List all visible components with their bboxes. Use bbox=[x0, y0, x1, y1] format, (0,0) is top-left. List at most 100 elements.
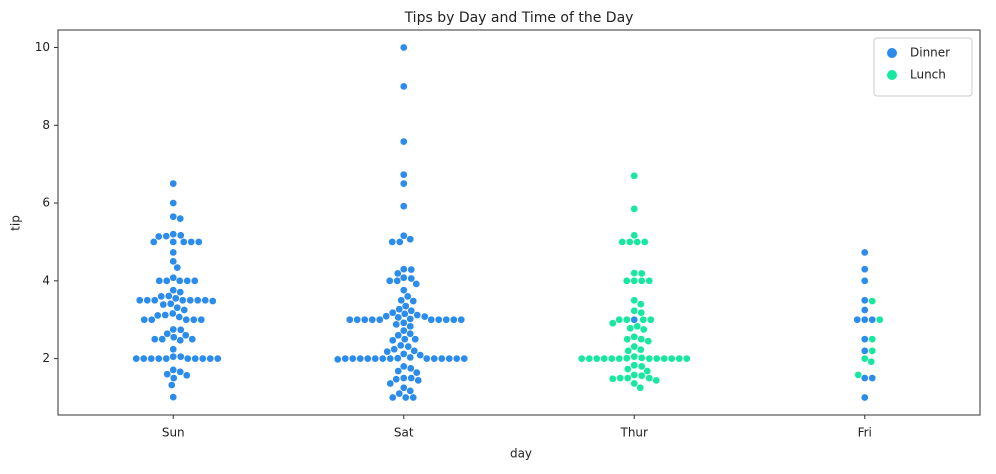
swarm-point bbox=[176, 336, 185, 345]
swarm-point bbox=[406, 235, 415, 244]
swarm-point bbox=[639, 315, 648, 324]
swarm-point bbox=[386, 379, 395, 388]
swarm-point bbox=[213, 354, 222, 363]
swarm-point bbox=[368, 315, 377, 324]
swarm-point bbox=[397, 296, 406, 305]
swarm-point bbox=[345, 315, 354, 324]
swarm-point bbox=[166, 299, 175, 308]
swarm-point bbox=[399, 326, 408, 335]
swarm-point bbox=[577, 354, 586, 363]
swarm-point bbox=[399, 286, 408, 295]
swarm-point bbox=[637, 308, 646, 317]
swarm-point bbox=[169, 257, 178, 266]
swarm-point bbox=[406, 364, 415, 373]
swarm-point bbox=[854, 371, 863, 379]
swarm-point bbox=[169, 366, 178, 374]
swarm-point bbox=[143, 296, 152, 305]
swarm-point bbox=[394, 313, 403, 322]
swarm-point bbox=[860, 265, 869, 274]
swarm-point bbox=[385, 276, 394, 285]
swarm-point bbox=[406, 329, 415, 338]
swarm-point bbox=[585, 354, 594, 363]
swarm-point bbox=[630, 269, 639, 277]
swarm-point bbox=[182, 315, 191, 324]
swarm-point bbox=[163, 329, 172, 338]
swarm-point bbox=[400, 335, 409, 344]
swarm-point bbox=[401, 302, 410, 310]
swarm-point bbox=[404, 342, 413, 351]
swarm-point bbox=[630, 332, 639, 341]
swarm-point bbox=[399, 318, 408, 327]
swarm-point bbox=[615, 354, 624, 363]
swarm-point bbox=[406, 322, 415, 331]
plot-frame bbox=[57, 29, 981, 416]
swarm-point bbox=[667, 354, 676, 363]
swarm-point bbox=[412, 280, 421, 288]
swarm-point bbox=[449, 315, 458, 324]
swarm-point bbox=[633, 238, 642, 246]
swarm-point bbox=[167, 381, 176, 389]
swarm-point bbox=[208, 297, 217, 305]
swarm-point bbox=[407, 374, 416, 382]
swarm-point bbox=[396, 341, 405, 350]
swarm-point bbox=[645, 374, 654, 382]
swarm-point bbox=[206, 354, 215, 363]
swarm-point bbox=[162, 354, 171, 363]
swarm-point bbox=[403, 292, 412, 301]
swarm-point bbox=[867, 357, 876, 366]
swarm-point bbox=[399, 137, 408, 146]
swarm-point bbox=[608, 374, 617, 383]
y-tick-label: 4 bbox=[42, 273, 50, 287]
swarm-point bbox=[154, 232, 163, 241]
swarm-point bbox=[140, 315, 149, 324]
swarm-point bbox=[163, 370, 172, 379]
swarm-point bbox=[410, 346, 419, 355]
swarm-point bbox=[388, 336, 397, 345]
swarm-point bbox=[645, 354, 654, 363]
swarm-point bbox=[622, 315, 631, 324]
swarm-point bbox=[176, 325, 185, 334]
swarm-point bbox=[169, 393, 178, 401]
x-tick-label: Sun bbox=[162, 426, 185, 440]
swarm-point bbox=[395, 305, 404, 314]
swarm-point bbox=[162, 232, 171, 240]
swarm-point bbox=[360, 315, 369, 324]
swarm-point bbox=[392, 320, 401, 329]
legend-label: Dinner bbox=[910, 46, 950, 60]
swarm-point bbox=[860, 335, 869, 344]
swarm-point bbox=[394, 367, 403, 375]
swarm-point bbox=[169, 248, 178, 257]
swarm-point bbox=[401, 393, 410, 402]
swarm-point bbox=[150, 335, 159, 344]
swarm-point bbox=[411, 335, 420, 344]
swarm-point bbox=[860, 248, 869, 257]
swarm-point bbox=[630, 276, 639, 285]
swarm-point bbox=[198, 354, 207, 363]
swarm-point bbox=[333, 355, 342, 364]
swarm-point bbox=[406, 353, 415, 362]
y-axis-label: tip bbox=[9, 215, 23, 231]
swarm-point bbox=[637, 362, 646, 371]
swarm-point bbox=[399, 265, 408, 274]
swarm-point bbox=[630, 231, 639, 240]
swarm-point bbox=[388, 238, 397, 246]
swarm-point bbox=[139, 354, 148, 363]
swarm-point bbox=[868, 315, 877, 324]
swarm-point bbox=[399, 82, 408, 91]
swarm-point bbox=[413, 311, 422, 319]
swarm-point bbox=[169, 179, 178, 188]
swarm-point bbox=[399, 202, 408, 211]
y-tick-label: 10 bbox=[35, 40, 50, 54]
swarm-point bbox=[193, 296, 202, 305]
swarm-point bbox=[430, 354, 439, 363]
swarm-point bbox=[622, 276, 631, 285]
swarm-point bbox=[633, 322, 642, 331]
swarm-point bbox=[646, 315, 655, 324]
swarm-point bbox=[615, 315, 624, 324]
x-tick-label: Fri bbox=[858, 426, 872, 440]
swarm-point bbox=[400, 310, 409, 318]
swarm-point bbox=[616, 374, 625, 382]
swarm-point bbox=[176, 214, 185, 223]
swarm-point bbox=[169, 199, 178, 207]
swarm-point bbox=[860, 374, 869, 382]
